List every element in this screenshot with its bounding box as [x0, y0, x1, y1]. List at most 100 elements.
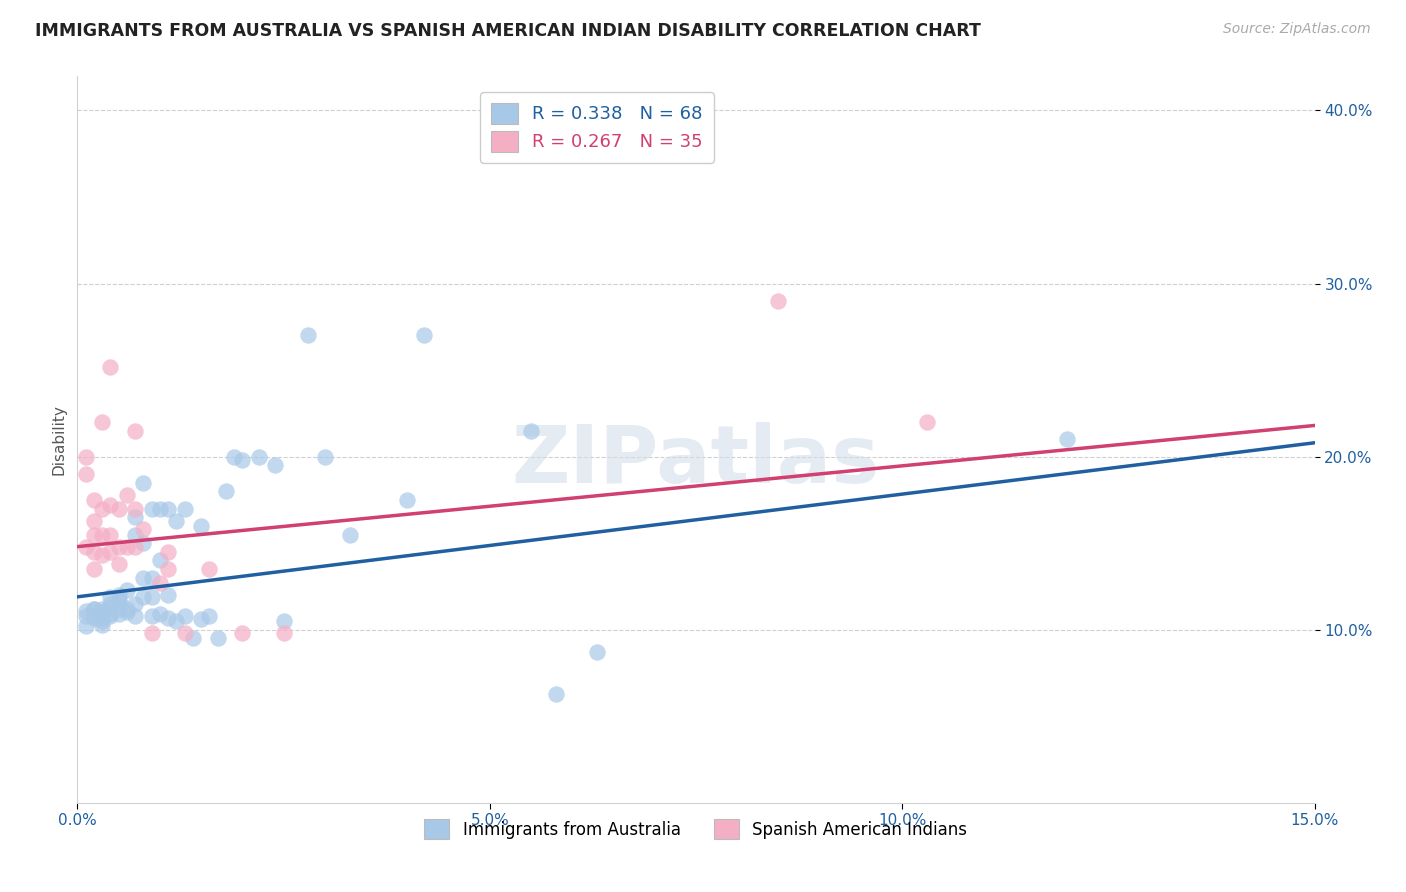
Point: [107, 557, 129, 571]
Point: [124, 510, 146, 524]
Point: [91, 527, 114, 541]
Text: Source: ZipAtlas.com: Source: ZipAtlas.com: [1223, 22, 1371, 37]
Point: [157, 588, 180, 602]
Point: [157, 545, 180, 559]
Point: [132, 522, 155, 536]
Text: ZIPatlas: ZIPatlas: [512, 422, 880, 500]
Point: [173, 501, 195, 516]
Point: [586, 645, 609, 659]
Point: [115, 602, 138, 616]
Point: [98, 608, 121, 623]
Point: [91, 608, 114, 623]
Point: [83, 492, 105, 507]
Point: [91, 606, 114, 620]
Point: [157, 562, 180, 576]
Point: [91, 610, 114, 624]
Point: [91, 501, 114, 516]
Point: [124, 608, 146, 623]
Point: [75, 608, 97, 623]
Point: [231, 626, 253, 640]
Point: [181, 632, 204, 646]
Point: [520, 424, 543, 438]
Point: [107, 540, 129, 554]
Point: [132, 475, 155, 490]
Point: [396, 492, 419, 507]
Point: [83, 545, 105, 559]
Point: [544, 687, 567, 701]
Point: [141, 626, 163, 640]
Point: [91, 602, 114, 616]
Point: [190, 612, 212, 626]
Point: [190, 519, 212, 533]
Point: [165, 614, 187, 628]
Point: [141, 571, 163, 585]
Point: [75, 467, 97, 481]
Point: [314, 450, 336, 464]
Point: [198, 608, 221, 623]
Point: [98, 545, 121, 559]
Point: [107, 593, 129, 607]
Point: [264, 458, 287, 473]
Point: [124, 501, 146, 516]
Point: [91, 549, 114, 563]
Point: [83, 610, 105, 624]
Point: [98, 527, 121, 541]
Point: [173, 626, 195, 640]
Point: [75, 604, 97, 618]
Point: [157, 610, 180, 624]
Point: [83, 602, 105, 616]
Point: [115, 488, 138, 502]
Point: [768, 293, 790, 308]
Point: [149, 576, 172, 591]
Point: [173, 608, 195, 623]
Point: [297, 328, 319, 343]
Point: [1056, 432, 1078, 446]
Point: [91, 614, 114, 628]
Point: [165, 514, 187, 528]
Point: [149, 501, 172, 516]
Point: [247, 450, 270, 464]
Point: [107, 595, 129, 609]
Point: [98, 590, 121, 604]
Point: [98, 359, 121, 374]
Point: [124, 424, 146, 438]
Point: [124, 527, 146, 541]
Y-axis label: Disability: Disability: [51, 404, 66, 475]
Point: [132, 590, 155, 604]
Point: [98, 600, 121, 615]
Point: [132, 536, 155, 550]
Point: [157, 501, 180, 516]
Point: [107, 607, 129, 621]
Text: IMMIGRANTS FROM AUSTRALIA VS SPANISH AMERICAN INDIAN DISABILITY CORRELATION CHAR: IMMIGRANTS FROM AUSTRALIA VS SPANISH AME…: [35, 22, 981, 40]
Point: [107, 588, 129, 602]
Point: [222, 450, 245, 464]
Point: [149, 553, 172, 567]
Point: [75, 450, 97, 464]
Point: [83, 514, 105, 528]
Point: [115, 606, 138, 620]
Point: [149, 607, 172, 621]
Point: [141, 608, 163, 623]
Point: [115, 540, 138, 554]
Point: [98, 607, 121, 621]
Point: [141, 590, 163, 604]
Point: [83, 608, 105, 623]
Point: [98, 597, 121, 611]
Point: [141, 501, 163, 516]
Point: [198, 562, 221, 576]
Point: [915, 415, 938, 429]
Point: [115, 582, 138, 597]
Point: [132, 571, 155, 585]
Point: [231, 453, 253, 467]
Point: [124, 540, 146, 554]
Point: [83, 602, 105, 616]
Point: [273, 614, 295, 628]
Point: [91, 617, 114, 632]
Point: [83, 527, 105, 541]
Point: [107, 501, 129, 516]
Legend: Immigrants from Australia, Spanish American Indians: Immigrants from Australia, Spanish Ameri…: [418, 813, 974, 846]
Point: [273, 626, 295, 640]
Point: [207, 632, 229, 646]
Point: [83, 562, 105, 576]
Point: [215, 484, 238, 499]
